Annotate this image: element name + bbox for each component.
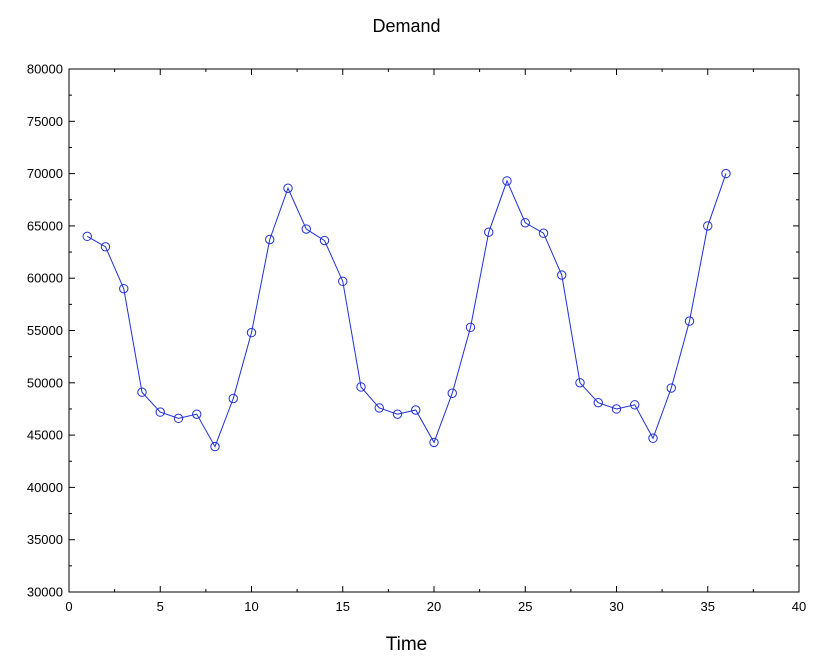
y-tick-label: 35000: [27, 532, 63, 547]
series-line-layer: [87, 173, 727, 448]
chart-title: Demand: [372, 16, 441, 36]
y-tick-label: 70000: [27, 166, 63, 181]
x-tick-label: 40: [792, 599, 806, 614]
x-axis-label: Time: [385, 634, 428, 655]
x-tick-label: 30: [609, 599, 623, 614]
data-point: [228, 393, 238, 404]
data-point: [465, 322, 476, 333]
data-point: [447, 388, 457, 398]
data-point: [246, 327, 257, 338]
data-point: [356, 382, 366, 392]
data-point: [630, 400, 640, 410]
data-point: [557, 270, 567, 280]
x-tick-label: 0: [65, 599, 72, 614]
data-point: [155, 407, 165, 417]
x-tick-label: 25: [518, 599, 532, 614]
x-tick-label: 10: [244, 599, 258, 614]
data-point: [82, 231, 92, 242]
data-point: [137, 387, 147, 397]
data-point: [319, 235, 330, 246]
data-point: [301, 224, 311, 234]
x-tick-label: 15: [336, 599, 350, 614]
x-tick-label: 20: [427, 599, 441, 614]
y-tick-label: 75000: [27, 114, 63, 129]
data-point: [502, 176, 512, 186]
data-point: [192, 409, 202, 419]
y-tick-label: 50000: [27, 375, 63, 390]
x-tick-label: 35: [701, 599, 715, 614]
data-point: [593, 397, 603, 408]
data-point: [100, 242, 111, 252]
series-points-layer: [82, 168, 731, 452]
data-point: [611, 404, 622, 414]
data-point: [338, 276, 348, 287]
data-point: [210, 441, 220, 452]
data-point: [411, 405, 421, 415]
data-point: [648, 433, 658, 443]
data-point: [429, 437, 439, 448]
plot-frame: [68, 68, 800, 593]
y-tick-label: 40000: [27, 480, 63, 495]
data-point: [173, 413, 184, 424]
data-point: [283, 183, 293, 193]
data-point: [265, 234, 275, 245]
axes: 0 5 10 15 20 25 30 35 40 30000 35000 40000 45000 5000…: [27, 62, 806, 615]
data-point: [684, 316, 695, 326]
data-point: [119, 283, 129, 294]
x-tick-label: 5: [157, 599, 164, 614]
data-point: [575, 378, 585, 388]
y-tick-label: 65000: [27, 218, 63, 233]
data-point: [374, 403, 384, 413]
data-point: [484, 227, 494, 237]
data-point: [703, 221, 713, 231]
data-point: [392, 409, 403, 419]
y-tick-label: 80000: [27, 62, 63, 77]
data-point: [666, 383, 676, 393]
data-point: [721, 168, 731, 179]
data-point: [538, 228, 549, 238]
series-line: [87, 173, 727, 448]
y-tick-label: 55000: [27, 323, 63, 338]
y-tick-label: 60000: [27, 271, 63, 286]
data-point: [520, 218, 530, 228]
y-tick-label: 30000: [27, 585, 63, 600]
y-tick-label: 45000: [27, 428, 63, 443]
